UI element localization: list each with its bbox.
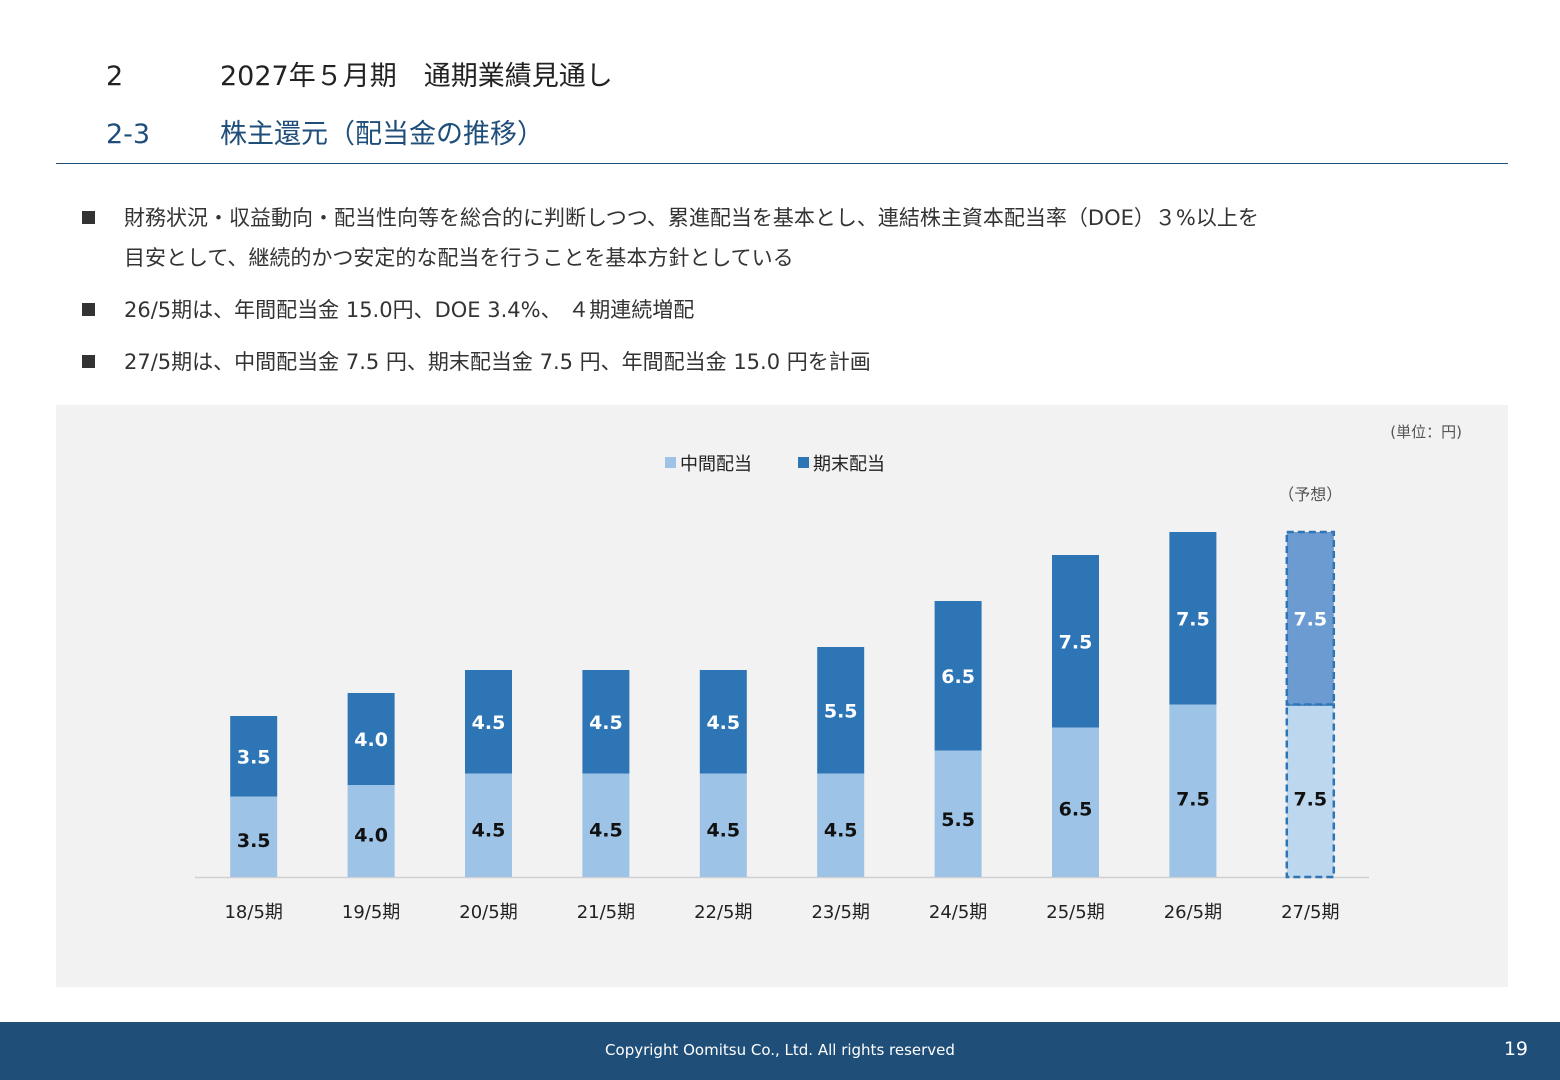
data-label-interim: 4.0 xyxy=(354,825,388,847)
bar-interim xyxy=(934,750,982,877)
bullet-square-icon xyxy=(82,211,95,224)
subsection-heading: 2-3 株主還元（配当金の推移） xyxy=(106,112,544,151)
x-tick-label: 21/5期 xyxy=(577,902,635,923)
data-label-year-end: 7.5 xyxy=(1059,631,1093,653)
bar-year-end xyxy=(230,716,278,797)
x-tick-label: 19/5期 xyxy=(342,902,400,923)
footer-bar: Copyright Oomitsu Co., Ltd. All rights r… xyxy=(0,1022,1560,1080)
bar-year-end xyxy=(1052,555,1099,728)
x-tick-label: 24/5期 xyxy=(929,902,987,923)
bullet-item: 27/5期は、中間配当金 7.5 円、期末配当金 7.5 円、年間配当金 15.… xyxy=(80,342,1480,382)
data-label-year-end: 4.5 xyxy=(472,712,506,734)
legend-label-year-end: 期末配当 xyxy=(813,454,885,475)
data-label-year-end: 6.5 xyxy=(941,666,975,688)
data-label-year-end: 4.5 xyxy=(589,712,623,734)
bar-interim xyxy=(230,796,278,877)
bar-interim xyxy=(1169,704,1217,877)
bar-interim xyxy=(699,773,747,877)
bullet-square-icon xyxy=(82,303,95,316)
copyright-text: Copyright Oomitsu Co., Ltd. All rights r… xyxy=(605,1041,955,1059)
data-label-interim: 6.5 xyxy=(1059,799,1093,821)
bar-interim xyxy=(817,773,865,877)
x-tick-label: 25/5期 xyxy=(1046,902,1104,923)
bar-year-end xyxy=(934,601,982,751)
data-label-year-end: 4.0 xyxy=(354,729,388,751)
x-tick-label: 20/5期 xyxy=(459,902,517,923)
data-label-year-end: 7.5 xyxy=(1176,608,1210,630)
data-label-year-end: 7.5 xyxy=(1293,608,1327,630)
bar-year-end xyxy=(817,647,865,774)
bullet-item: 財務状況・収益動向・配当性向等を総合的に判断しつつ、累進配当を基本とし、連結株主… xyxy=(80,198,1480,278)
bar-interim xyxy=(465,773,512,877)
x-tick-label: 18/5期 xyxy=(224,902,282,923)
dividend-chart: 3.5 3.5 18/5期 4.0 4.0 19/5期 4.5 4.5 20/5期 4.5 4.5 2… xyxy=(195,423,1462,923)
bar-year-end xyxy=(582,670,630,774)
data-label-interim: 3.5 xyxy=(237,830,271,852)
section-number: 2 xyxy=(106,61,124,92)
forecast-label: （予想） xyxy=(1278,485,1342,504)
bar-year-end xyxy=(699,670,747,774)
bar-interim xyxy=(582,773,630,877)
data-label-interim: 4.5 xyxy=(824,819,858,841)
page-number: 19 xyxy=(1503,1038,1528,1060)
bar-year-end xyxy=(465,670,512,774)
bullet-list: 財務状況・収益動向・配当性向等を総合的に判断しつつ、累進配当を基本とし、連結株主… xyxy=(80,198,1480,394)
bar-year-end xyxy=(347,693,395,785)
bar-interim xyxy=(1285,703,1336,879)
data-label-interim: 4.5 xyxy=(589,819,623,841)
data-label-interim: 5.5 xyxy=(941,809,975,831)
legend-swatch-interim xyxy=(665,457,676,468)
x-tick-label: 26/5期 xyxy=(1164,902,1222,923)
x-tick-label: 22/5期 xyxy=(694,902,752,923)
data-label-interim: 7.5 xyxy=(1176,788,1210,810)
subsection-number: 2-3 xyxy=(106,119,151,150)
data-label-year-end: 4.5 xyxy=(706,712,740,734)
bar-interim xyxy=(347,785,395,877)
bullet-text: 財務状況・収益動向・配当性向等を総合的に判断しつつ、累進配当を基本とし、連結株主… xyxy=(124,206,1259,230)
bar-interim xyxy=(1052,727,1099,877)
bullet-square-icon xyxy=(82,355,95,368)
legend-label-interim: 中間配当 xyxy=(680,454,752,475)
data-label-interim: 4.5 xyxy=(472,819,506,841)
header-divider xyxy=(56,163,1508,164)
chart-panel xyxy=(56,405,1508,987)
bullet-text: 27/5期は、中間配当金 7.5 円、期末配当金 7.5 円、年間配当金 15.… xyxy=(124,350,871,374)
x-tick-label: 27/5期 xyxy=(1281,902,1339,923)
bar-year-end xyxy=(1285,530,1336,706)
data-label-interim: 4.5 xyxy=(706,819,740,841)
bullet-item: 26/5期は、年間配当金 15.0円、DOE 3.4%、 ４期連続増配 xyxy=(80,290,1480,330)
section-heading: 2 2027年５月期 通期業績見通し xyxy=(106,54,613,93)
data-label-interim: 7.5 xyxy=(1293,788,1327,810)
legend-swatch-year-end xyxy=(798,457,809,468)
section-title: 2027年５月期 通期業績見通し xyxy=(220,61,613,92)
bullet-text-continued: 目安として、継続的かつ安定的な配当を行うことを基本方針としている xyxy=(124,246,794,270)
x-tick-label: 23/5期 xyxy=(811,902,869,923)
data-label-year-end: 3.5 xyxy=(237,746,271,768)
bullet-text: 26/5期は、年間配当金 15.0円、DOE 3.4%、 ４期連続増配 xyxy=(124,298,695,322)
subsection-title: 株主還元（配当金の推移） xyxy=(220,119,544,150)
data-label-year-end: 5.5 xyxy=(824,700,858,722)
bar-year-end xyxy=(1169,532,1217,705)
unit-label: (単位：円) xyxy=(1390,423,1462,441)
